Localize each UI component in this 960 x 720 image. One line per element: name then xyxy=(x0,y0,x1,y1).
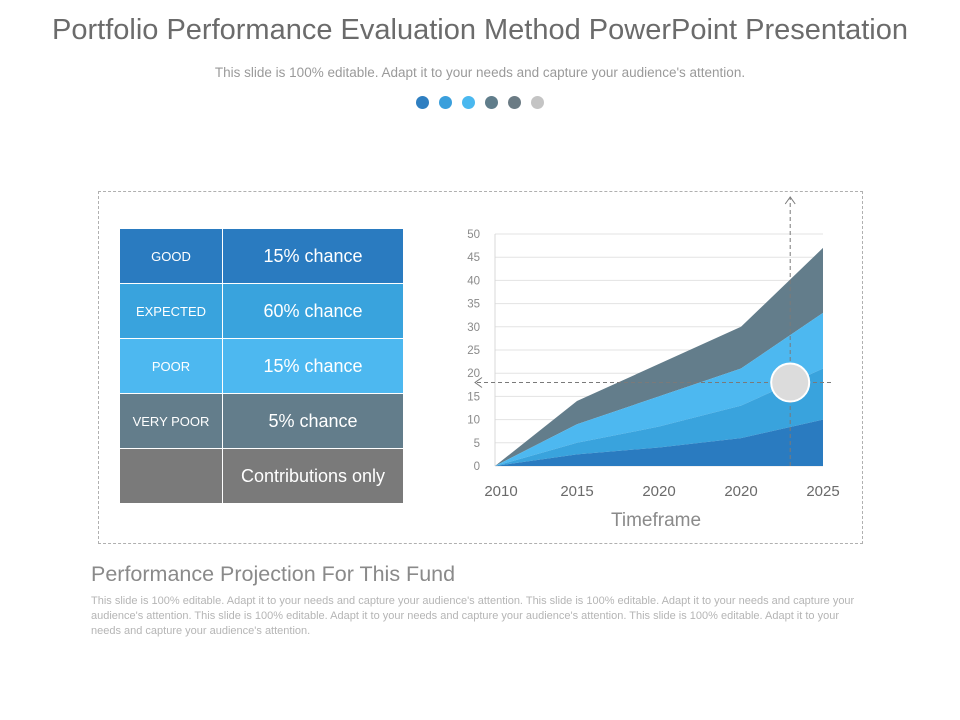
section-body: This slide is 100% editable. Adapt it to… xyxy=(91,595,855,637)
area-series-good xyxy=(495,247,823,466)
dot xyxy=(439,96,452,109)
table-row: POOR 15% chance xyxy=(120,339,403,393)
table-row: VERY POOR 5% chance xyxy=(120,394,403,448)
area-series-contributions-only xyxy=(495,419,823,466)
row-value: 60% chance xyxy=(223,284,403,338)
row-value: 15% chance xyxy=(223,339,403,393)
y-tick-label: 40 xyxy=(467,275,480,287)
y-tick-label: 5 xyxy=(474,438,480,450)
row-label: GOOD xyxy=(120,229,222,283)
table-row: EXPECTED 60% chance xyxy=(120,284,403,338)
x-tick-label: 2025 xyxy=(806,483,839,500)
x-tick-label: 2015 xyxy=(560,483,593,500)
dot xyxy=(531,96,544,109)
x-tick-label: 2010 xyxy=(484,483,517,500)
dot xyxy=(462,96,475,109)
slide-subtitle: This slide is 100% editable. Adapt it to… xyxy=(214,65,746,80)
area-series-expected xyxy=(495,312,823,466)
row-label: VERY POOR xyxy=(120,394,222,448)
dot xyxy=(485,96,498,109)
y-tick-label: 50 xyxy=(467,229,480,241)
section-title: Performance Projection For This Fund xyxy=(91,562,456,586)
y-tick-label: 45 xyxy=(467,252,480,264)
marker-circle xyxy=(770,362,811,403)
dot xyxy=(416,96,429,109)
row-label: POOR xyxy=(120,339,222,393)
row-label: EXPECTED xyxy=(120,284,222,338)
chart-marker xyxy=(474,196,831,466)
slide-title: Portfolio Performance Evaluation Method … xyxy=(52,14,908,46)
y-tick-label: 10 xyxy=(467,415,480,427)
table-row: Contributions only xyxy=(120,449,403,503)
y-tick-label: 20 xyxy=(467,368,480,380)
arrow-left-icon xyxy=(474,377,483,388)
y-tick-label: 25 xyxy=(467,345,480,357)
y-tick-label: 0 xyxy=(474,461,480,473)
dot xyxy=(508,96,521,109)
chart-areas xyxy=(495,247,823,466)
row-value: Contributions only xyxy=(223,449,403,503)
table-row: GOOD 15% chance xyxy=(120,229,403,283)
row-label xyxy=(120,449,222,503)
y-tick-label: 15 xyxy=(467,391,480,403)
area-series-poor xyxy=(495,368,823,466)
y-tick-label: 35 xyxy=(467,299,480,311)
row-value: 15% chance xyxy=(223,229,403,283)
y-tick-label: 30 xyxy=(467,322,480,334)
content-frame xyxy=(98,191,863,544)
row-value: 5% chance xyxy=(223,394,403,448)
probability-table: GOOD 15% chance EXPECTED 60% chance POOR… xyxy=(120,229,403,504)
x-axis-title: Timeframe xyxy=(611,510,701,531)
arrow-up-icon xyxy=(784,196,796,205)
x-tick-label: 2020 xyxy=(724,483,757,500)
x-tick-label: 2020 xyxy=(642,483,675,500)
decorative-dots xyxy=(0,96,960,109)
